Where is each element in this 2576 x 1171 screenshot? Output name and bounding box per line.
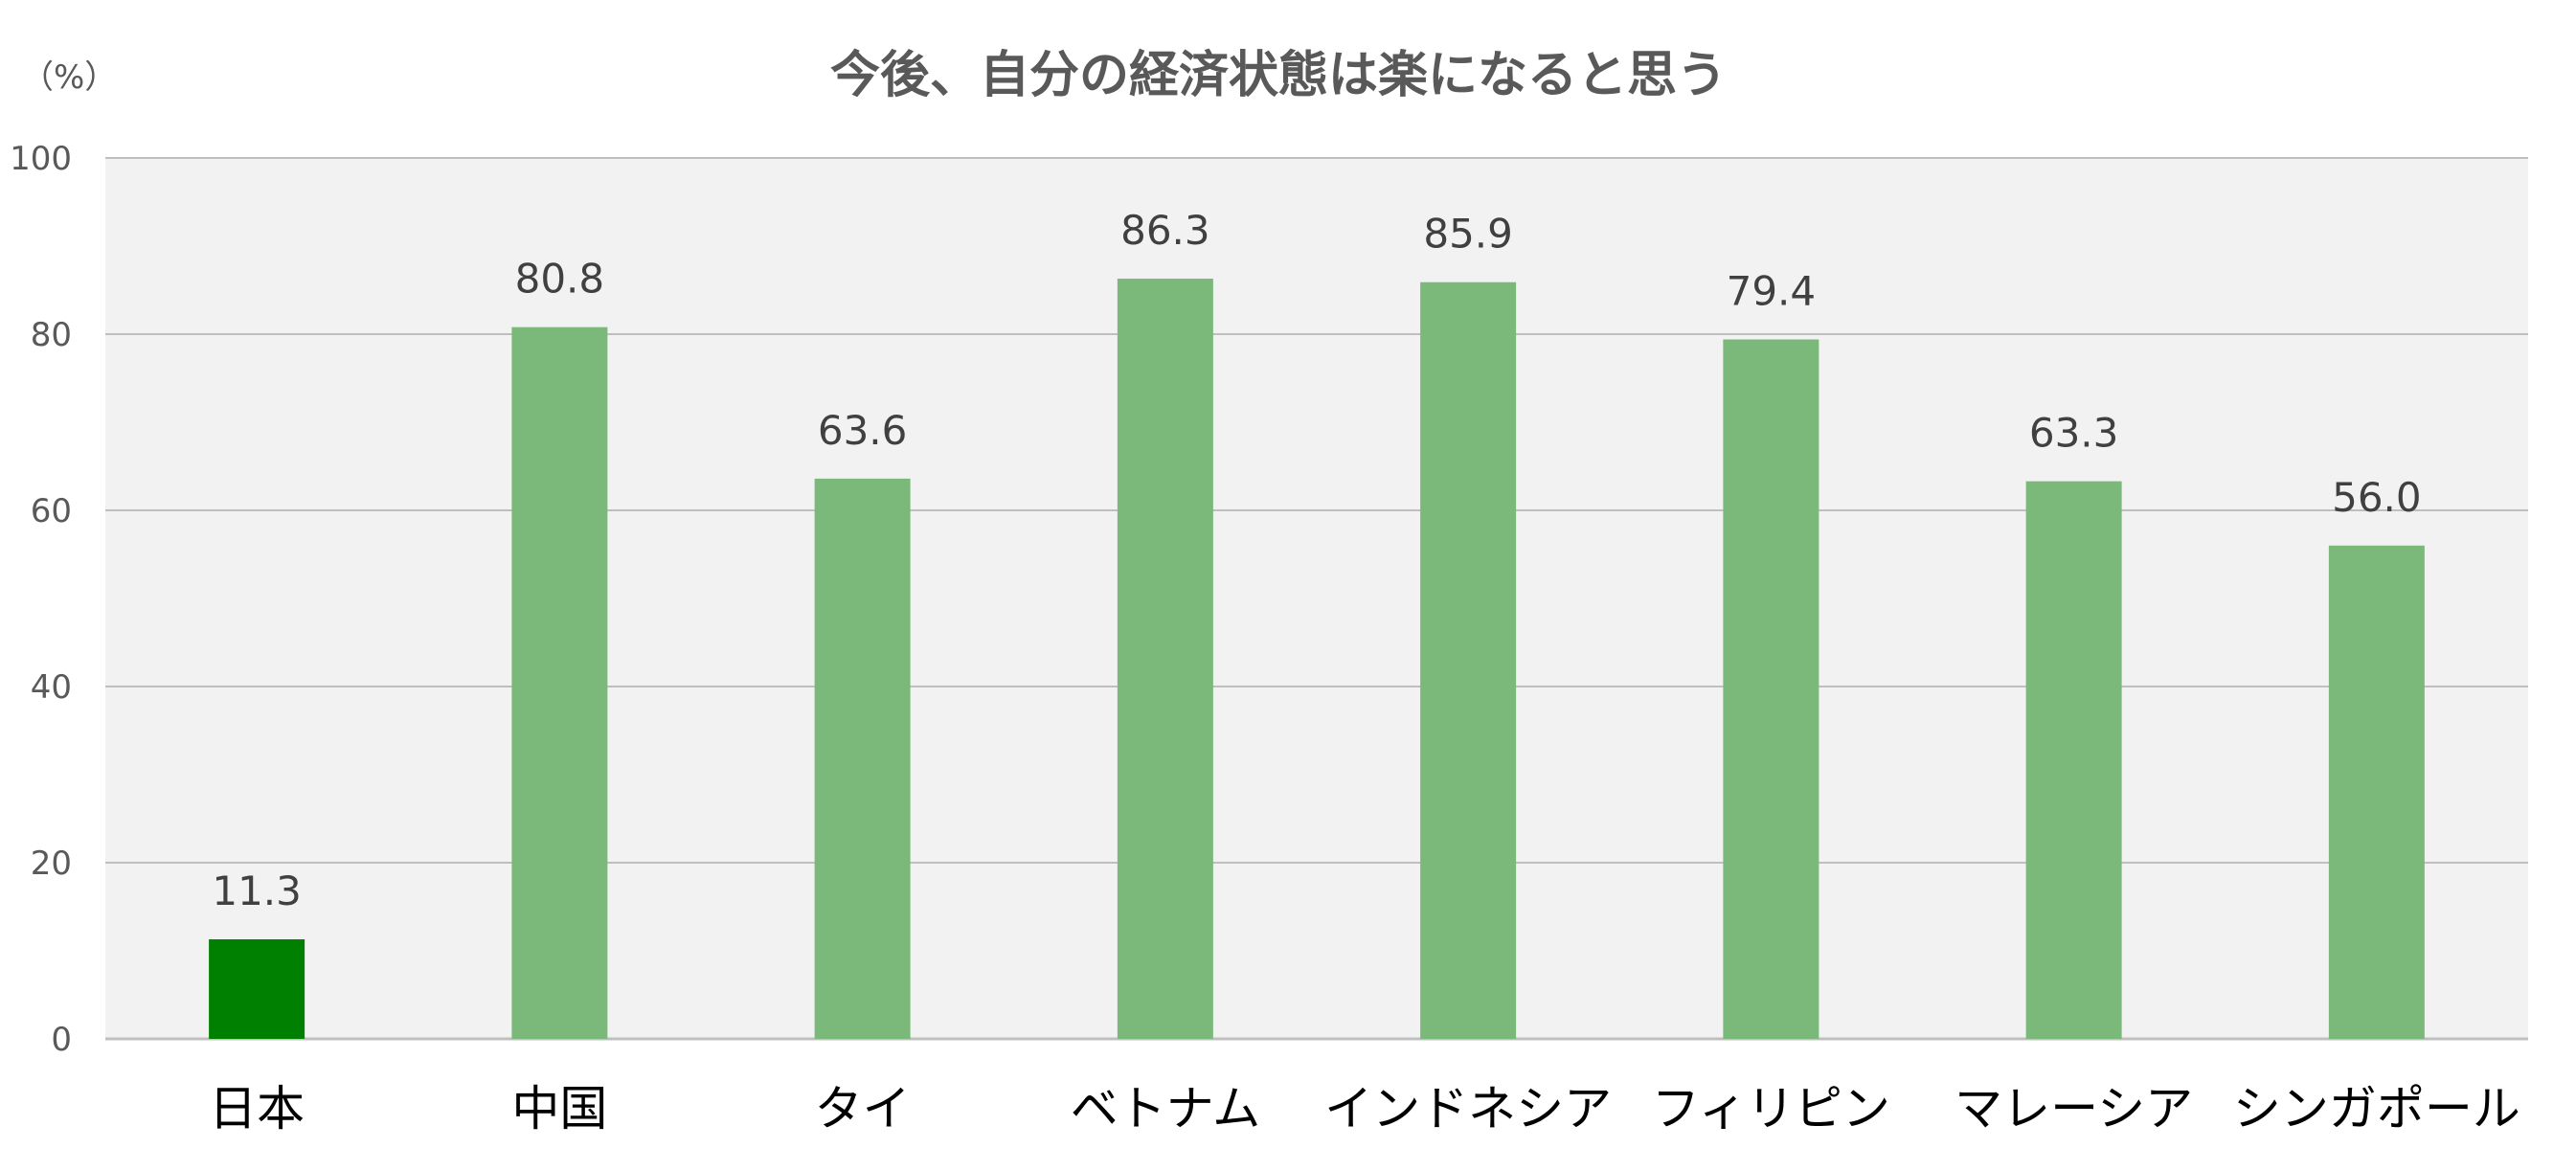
bar-value-label: 56.0 xyxy=(2332,474,2422,521)
bar-value-label: 80.8 xyxy=(515,256,605,303)
category-label: マレーシア xyxy=(1955,1081,2193,1137)
bar xyxy=(209,939,305,1039)
category-label: フィリピン xyxy=(1652,1081,1890,1137)
bar xyxy=(814,478,911,1039)
y-tick-label: 60 xyxy=(31,492,72,530)
y-tick-label: 100 xyxy=(10,140,72,178)
bar xyxy=(1420,281,1517,1040)
x-axis-category-labels: 日本 中国 タイ ベトナム インドネシア フィリピン マレーシア シンガポール xyxy=(209,1081,2520,1137)
y-tick-label: 80 xyxy=(31,316,72,354)
y-tick-label: 40 xyxy=(31,668,72,707)
category-label: インドネシア xyxy=(1324,1081,1612,1137)
bar xyxy=(2025,481,2122,1039)
y-axis-unit-label: （%） xyxy=(21,58,117,97)
category-label: タイ xyxy=(815,1081,911,1137)
category-label: 中国 xyxy=(511,1081,607,1137)
bar xyxy=(2328,545,2425,1039)
data-labels: 11.3 80.8 63.6 86.3 85.9 79.4 63.3 56.0 xyxy=(212,207,2421,914)
y-tick-label: 20 xyxy=(31,844,72,883)
y-axis-tick-labels: 0 20 40 60 80 100 xyxy=(10,140,72,1059)
bars xyxy=(209,279,2425,1040)
plot-area xyxy=(105,158,2528,1039)
category-label: ベトナム xyxy=(1071,1081,1261,1137)
category-label: 日本 xyxy=(209,1081,305,1137)
bar xyxy=(511,327,608,1039)
bar-value-label: 63.6 xyxy=(818,407,908,454)
y-tick-label: 0 xyxy=(51,1021,72,1059)
bar-value-label: 79.4 xyxy=(1727,268,1817,315)
chart-title: 今後、自分の経済状態は楽になると思う xyxy=(830,47,1727,104)
bar xyxy=(1117,279,1213,1039)
bar xyxy=(1723,339,1819,1039)
category-label: シンガポール xyxy=(2233,1081,2520,1137)
gridlines xyxy=(105,157,2528,1041)
bar-value-label: 85.9 xyxy=(1423,211,1513,258)
bar-value-label: 86.3 xyxy=(1120,207,1210,254)
bar-value-label: 63.3 xyxy=(2029,410,2119,457)
bar-value-label: 11.3 xyxy=(212,867,302,914)
